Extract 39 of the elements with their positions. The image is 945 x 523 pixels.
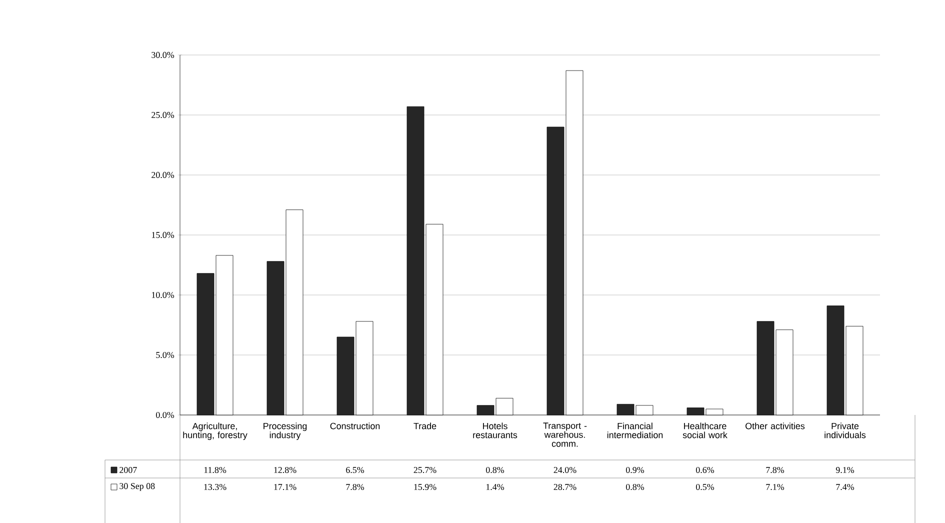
data-label: 7.1% (766, 484, 784, 490)
x-tick-label: Agriculture, hunting, forestry (183, 422, 248, 440)
data-label: 13.3% (204, 484, 226, 490)
x-tick-label: Trade (414, 422, 436, 430)
x-tick-label: Transport - warehous. comm. (543, 422, 587, 447)
data-label: 9.1% (836, 466, 854, 473)
data-label: 7.8% (766, 466, 784, 473)
y-tick-label: 30.0% (152, 52, 174, 58)
data-label: 25.7% (414, 466, 436, 473)
data-label: 1.4% (486, 484, 504, 490)
x-tick-label: Processing industry (264, 422, 307, 440)
data-label: 0.9% (626, 466, 644, 473)
x-tick-label: Other activities (746, 422, 805, 430)
data-label: 24.0% (554, 466, 576, 473)
data-label: 0.8% (626, 484, 644, 490)
y-tick-label: 20.0% (152, 172, 174, 178)
data-label: 28.7% (554, 484, 576, 490)
x-tick-label: Hotels restaurants (473, 422, 518, 438)
data-label: 11.8% (204, 466, 226, 473)
data-label: 0.5% (696, 484, 714, 490)
y-tick-label: 10.0% (152, 292, 174, 298)
y-tick-label: 5.0% (156, 352, 174, 358)
x-tick-label: Healthcare social work (682, 422, 728, 438)
data-label: 17.1% (274, 484, 296, 490)
data-label: 0.8% (486, 466, 504, 473)
y-tick-label: 15.0% (152, 232, 174, 238)
data-label: 7.4% (836, 484, 854, 490)
x-tick-label: Private individuals (824, 422, 866, 438)
legend-label: 30 Sep 08 (120, 482, 155, 491)
data-label: 7.8% (346, 484, 364, 490)
y-tick-label: 25.0% (152, 112, 174, 118)
data-label: 0.6% (696, 466, 714, 473)
x-tick-label: Construction (330, 422, 380, 430)
data-label: 15.9% (414, 484, 436, 490)
data-label: 6.5% (346, 466, 364, 473)
data-label: 12.8% (274, 466, 296, 473)
legend-label: 2007 (120, 466, 137, 473)
y-tick-label: 0.0% (156, 412, 174, 418)
x-tick-label: Financial intermediation (607, 422, 663, 438)
